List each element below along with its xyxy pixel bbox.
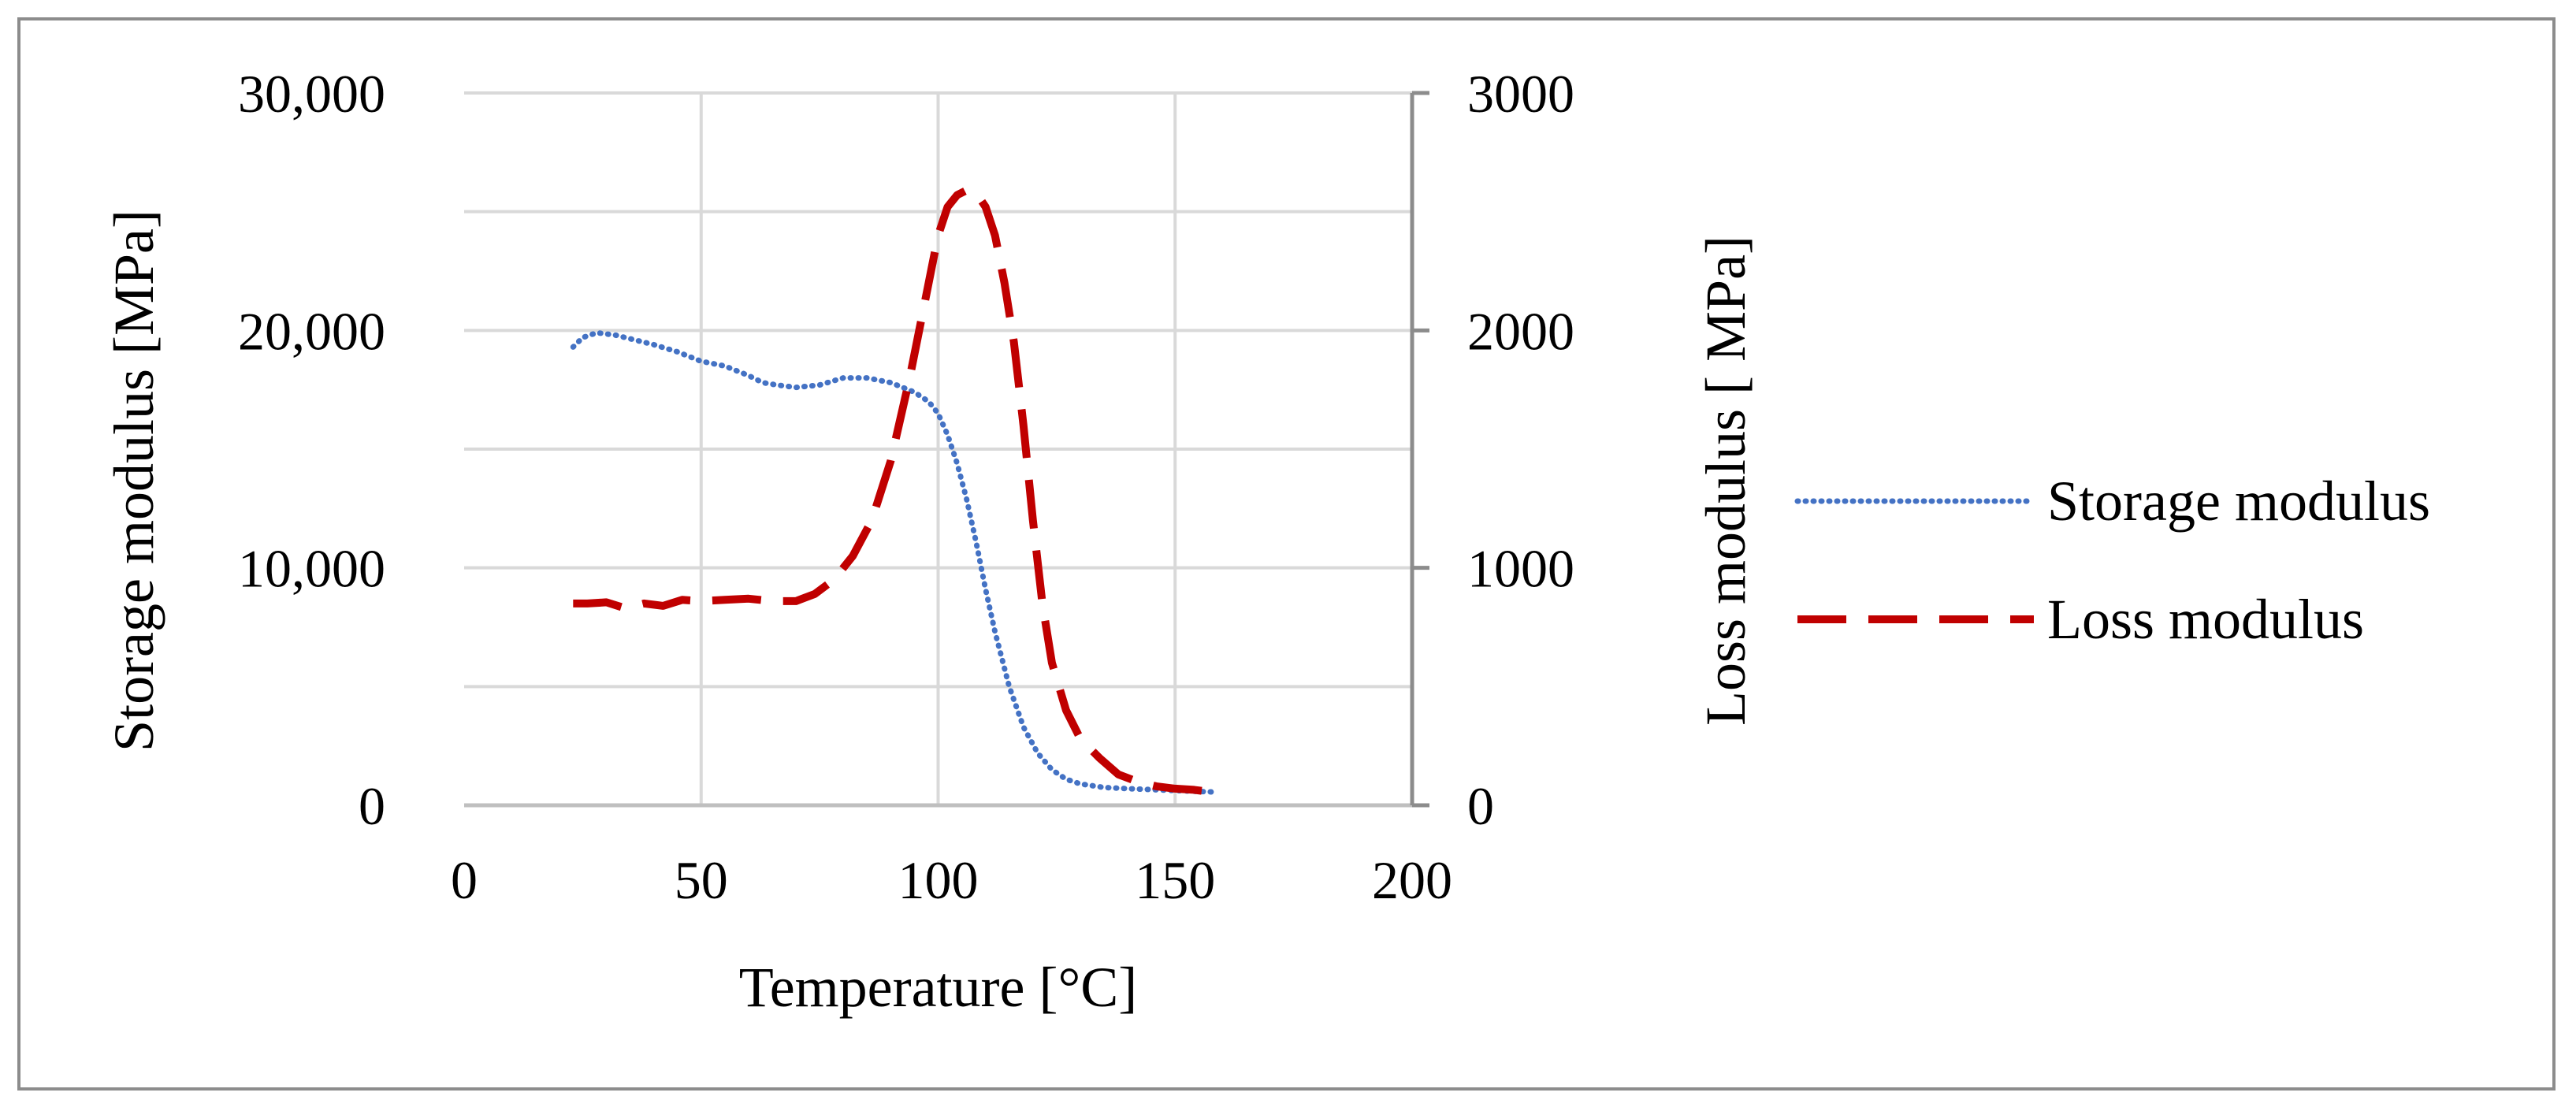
- chart-canvas: 0 50 100 150 200010,00020,00030,000010002000…: [102, 64, 2430, 1019]
- storage-modulus-legend-label: Storage modulus: [2047, 470, 2430, 533]
- loss-modulus-legend-label: Loss modulus: [2047, 588, 2364, 651]
- x-tick-label: 150: [1135, 850, 1215, 910]
- y-tick-label: 30,000: [238, 64, 385, 124]
- chart-frame: 0 50 100 150 200 0 10,000 20,000 30,000 0 1000 2000…: [17, 17, 2556, 1091]
- y-tick-label: 10,000: [238, 539, 385, 599]
- y2-tick-label: 2000: [1467, 301, 1574, 361]
- x-tick-label: 0: [451, 850, 478, 910]
- y2-tick-label: 0: [1467, 776, 1494, 836]
- y2-tick-label: 3000: [1467, 64, 1574, 124]
- x-tick-label: 200: [1372, 850, 1452, 910]
- y2-tick-label: 1000: [1467, 539, 1574, 599]
- x-tick-label: 100: [898, 850, 979, 910]
- y-tick-label: 20,000: [238, 301, 385, 361]
- y2-axis-title: Loss modulus [ MPa]: [1694, 236, 1757, 726]
- y-tick-label: 0: [359, 776, 385, 836]
- loss-modulus-series-line: [573, 186, 1214, 797]
- x-axis-title: Temperature [°C]: [739, 956, 1138, 1019]
- y-axis-title: Storage modulus [MPa]: [102, 210, 165, 752]
- x-tick-label: 50: [675, 850, 728, 910]
- storage-modulus-series-line: [570, 329, 1216, 795]
